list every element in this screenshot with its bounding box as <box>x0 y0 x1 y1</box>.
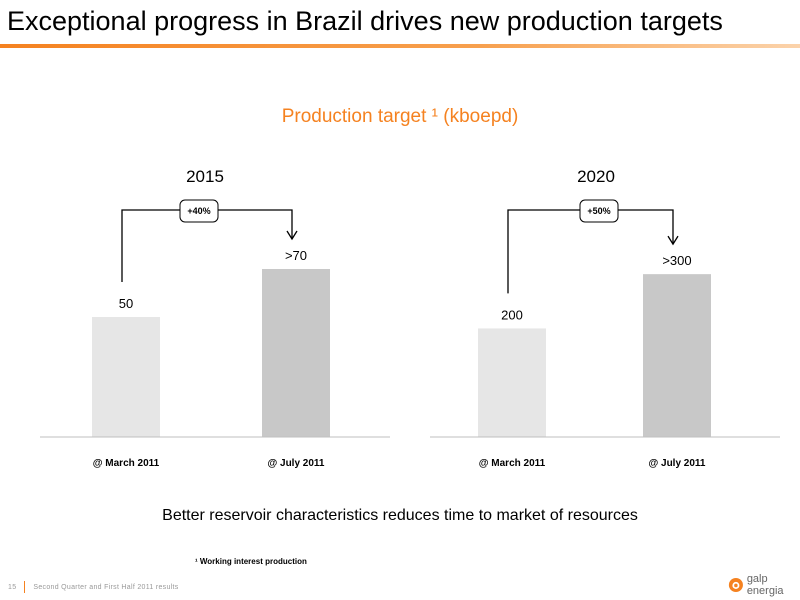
category-label: @ July 2011 <box>267 458 324 469</box>
chart-title: 2020 <box>577 167 615 186</box>
footnote: ¹ Working interest production <box>195 557 307 566</box>
data-label: 200 <box>501 307 523 322</box>
data-label: >300 <box>662 253 691 268</box>
footer: 15 Second Quarter and First Half 2011 re… <box>8 581 179 593</box>
category-label: @ July 2011 <box>648 458 705 469</box>
change-label: +40% <box>187 206 210 216</box>
bar <box>262 269 330 437</box>
galp-flame-icon <box>728 577 743 593</box>
data-label: 50 <box>119 296 133 311</box>
arrow-head <box>286 230 298 241</box>
page-title: Exceptional progress in Brazil drives ne… <box>7 6 723 36</box>
bar <box>643 274 711 437</box>
data-label: >70 <box>285 248 307 263</box>
subtitle-text: Production target ¹ (kboepd) <box>281 106 519 127</box>
footer-text: Second Quarter and First Half 2011 resul… <box>33 583 179 591</box>
category-label: @ March 2011 <box>93 458 160 469</box>
caption: Better reservoir characteristics reduces… <box>162 507 638 524</box>
footer-divider <box>24 581 26 593</box>
title-underline <box>0 44 800 48</box>
change-pill <box>179 199 219 223</box>
arrow-head <box>667 235 679 246</box>
change-pill <box>579 199 619 223</box>
bar <box>92 317 160 437</box>
change-label: +50% <box>587 206 610 216</box>
category-label: @ March 2011 <box>479 458 546 469</box>
page-number: 15 <box>8 583 17 591</box>
chart-subtitle: Production target ¹ (kboepd) <box>0 106 800 128</box>
logo-text: galp energia <box>746 573 784 597</box>
galp-logo: galp energia <box>728 573 800 597</box>
bar <box>478 328 546 437</box>
chart-title: 2015 <box>186 167 224 186</box>
